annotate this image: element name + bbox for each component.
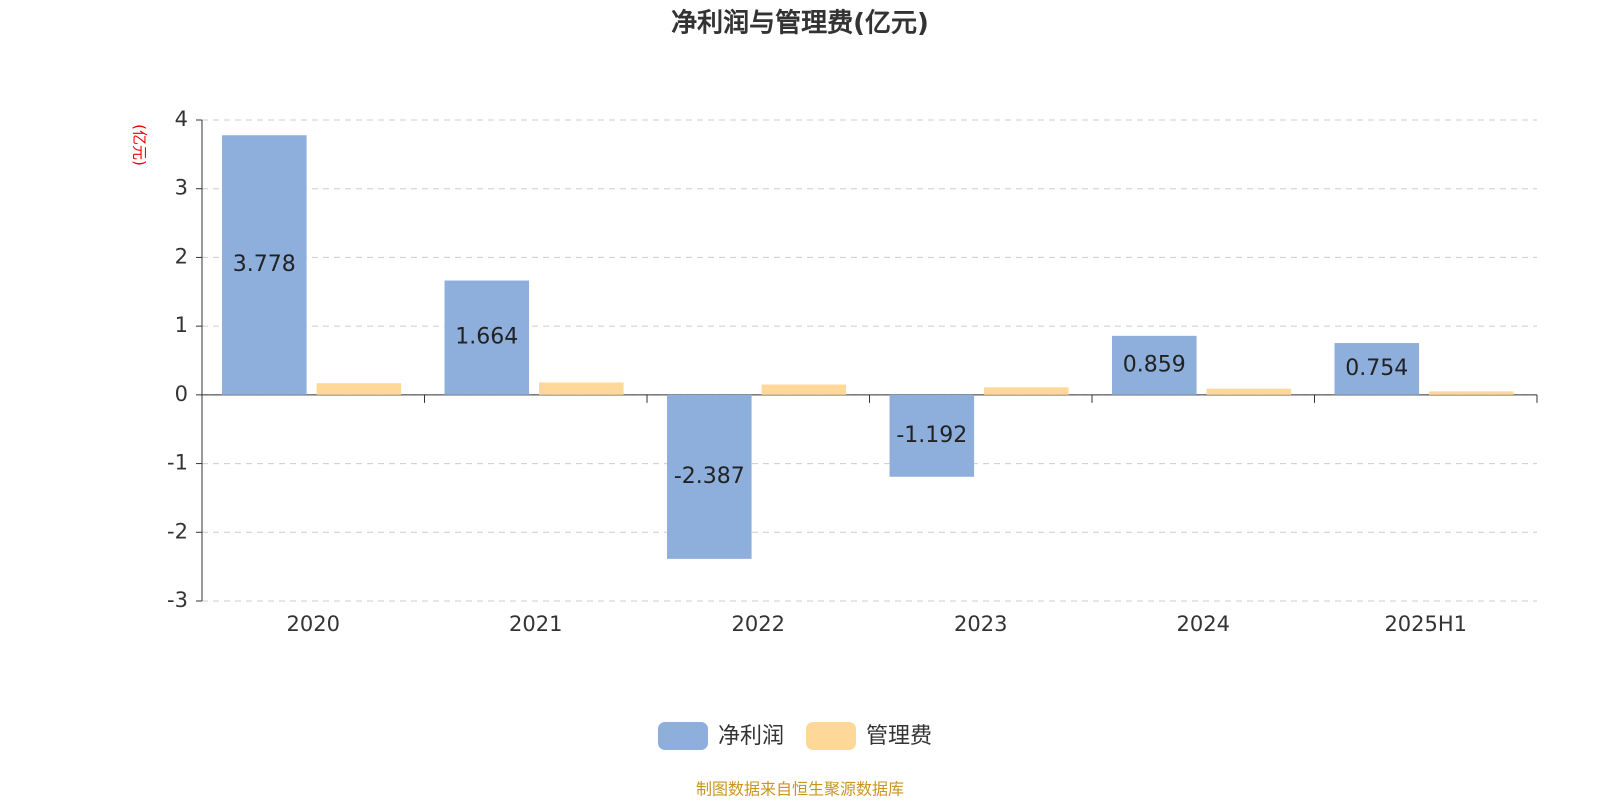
data-label: 0.859 [1123, 352, 1186, 377]
legend-label: 管理费 [866, 724, 932, 749]
y-tick-label: 3 [175, 176, 188, 200]
legend-swatch [806, 722, 857, 750]
bar [1334, 343, 1420, 395]
bar [444, 280, 530, 395]
bar [1206, 388, 1292, 395]
y-tick-label: -3 [167, 588, 188, 612]
bar [1429, 391, 1514, 395]
y-tick-label: -1 [167, 451, 188, 475]
y-tick-label: 1 [175, 313, 188, 337]
chart-title: 净利润与管理费(亿元) [671, 8, 929, 39]
bar [984, 387, 1069, 395]
bar [222, 135, 307, 395]
x-tick-label: 2025H1 [1384, 612, 1467, 636]
bar [539, 382, 624, 395]
bar [889, 394, 975, 477]
bar [667, 394, 752, 559]
y-tick-label: 0 [175, 382, 188, 406]
data-label: -1.192 [896, 423, 967, 448]
bar [761, 384, 847, 395]
x-tick-label: 2020 [287, 612, 340, 636]
y-axis-label: (亿元) [131, 124, 149, 166]
data-label: 1.664 [455, 325, 518, 350]
data-label: 0.754 [1345, 356, 1408, 381]
y-tick-label: 4 [175, 107, 188, 131]
source-note: 制图数据来自恒生聚源数据库 [696, 780, 904, 799]
x-tick-label: 2022 [732, 612, 785, 636]
y-tick-label: -2 [167, 519, 188, 543]
data-label: 3.778 [233, 252, 296, 277]
x-tick-label: 2024 [1177, 612, 1230, 636]
legend-swatch [658, 722, 708, 750]
bar [1112, 335, 1197, 395]
y-tick-label: 2 [175, 244, 188, 268]
x-tick-label: 2023 [954, 612, 1007, 636]
legend-label: 净利润 [718, 724, 784, 749]
x-tick-label: 2021 [509, 612, 562, 636]
data-label: -2.387 [674, 464, 745, 489]
bar [316, 383, 402, 395]
